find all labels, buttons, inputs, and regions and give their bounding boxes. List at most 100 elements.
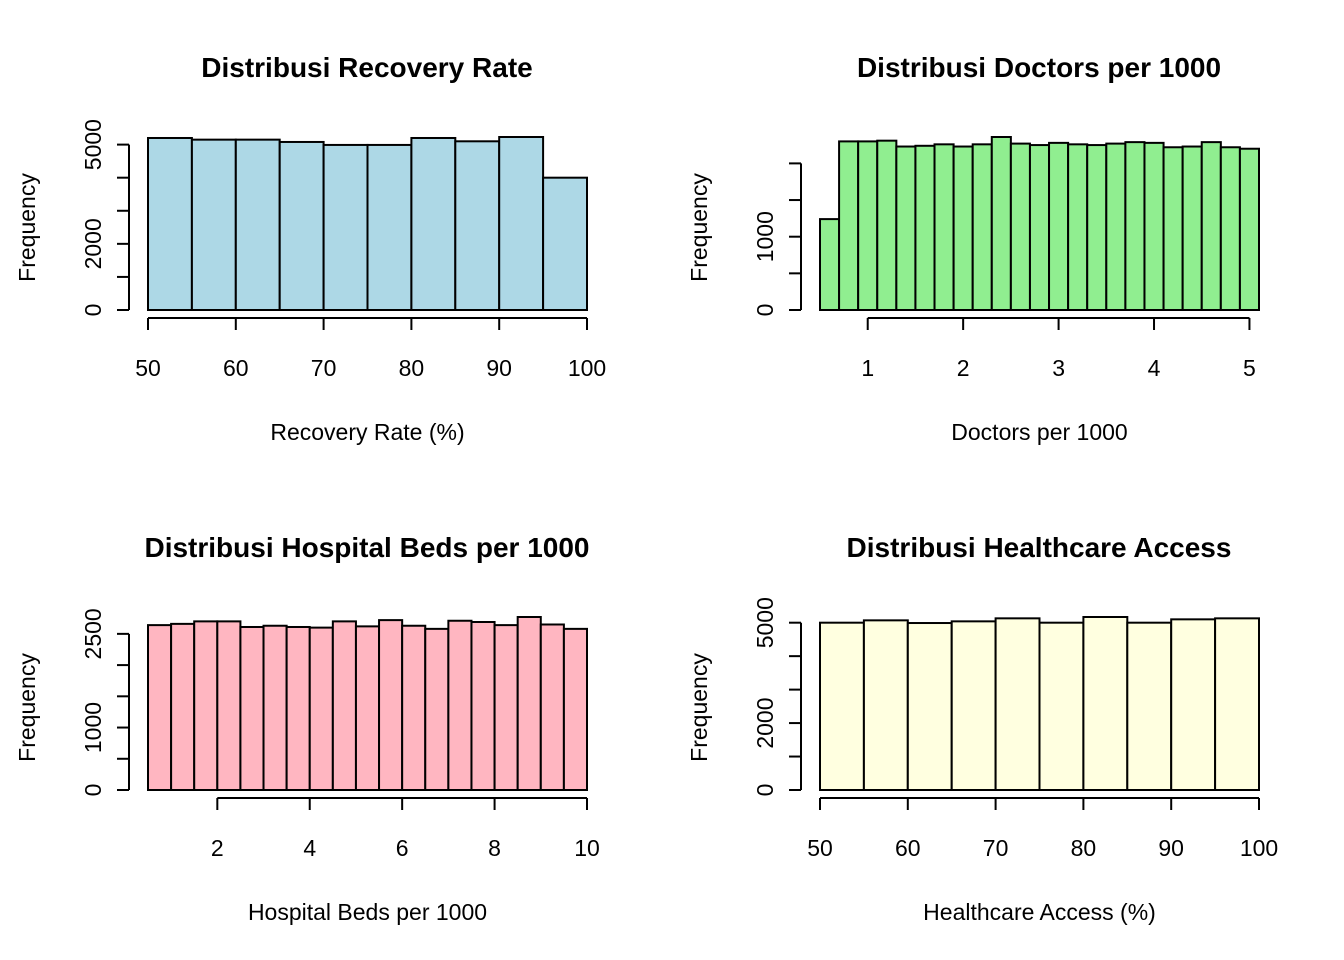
y-tick-label: 2000: [752, 697, 778, 748]
x-tick-label: 90: [486, 355, 512, 381]
histogram-bar: [262, 624, 288, 791]
histogram-bar: [838, 140, 860, 311]
histogram-bar: [906, 622, 953, 791]
histogram-bar: [193, 620, 219, 791]
histogram-bar: [539, 623, 565, 791]
histogram-bar: [1143, 141, 1165, 311]
histogram-bar: [147, 136, 193, 311]
x-tick-label: 8: [488, 835, 501, 861]
histogram-bar: [234, 138, 281, 311]
x-tick-label: 4: [1148, 355, 1161, 381]
histogram-bar: [285, 625, 311, 792]
histogram-bar: [516, 616, 542, 791]
histogram-bar: [170, 622, 196, 792]
histogram-bar: [862, 619, 909, 792]
y-tick-label: 2500: [80, 608, 106, 659]
y-tick-label: 0: [80, 784, 106, 797]
x-tick-label: 100: [1240, 835, 1278, 861]
histogram-bar: [493, 624, 519, 791]
histogram-bar: [1009, 142, 1031, 311]
histogram-bar: [895, 145, 917, 311]
x-tick-label: 5: [1243, 355, 1256, 381]
y-axis-label: Frequency: [14, 173, 40, 282]
histogram-bar: [331, 620, 357, 791]
y-tick-label: 0: [80, 304, 106, 317]
histogram-bar: [1126, 621, 1173, 792]
histogram-bar: [322, 143, 369, 311]
histogram-bar: [498, 136, 545, 311]
histogram-bar: [278, 140, 325, 311]
x-tick-label: 80: [1071, 835, 1097, 861]
histogram-bar: [366, 143, 413, 311]
y-tick-label: 1000: [752, 211, 778, 262]
histogram-bar: [454, 140, 501, 311]
chart-title: Distribusi Recovery Rate: [201, 52, 532, 83]
x-tick-label: 6: [396, 835, 409, 861]
chart-title: Distribusi Doctors per 1000: [857, 52, 1221, 83]
histogram-bar: [470, 620, 496, 792]
x-tick-label: 10: [574, 835, 600, 861]
x-tick-label: 50: [807, 835, 833, 861]
x-tick-label: 4: [303, 835, 316, 861]
histogram-bar: [952, 145, 974, 311]
histogram-bar: [542, 176, 588, 311]
y-axis-label: Frequency: [686, 173, 712, 282]
histogram-bar: [354, 625, 381, 791]
histogram-bar: [410, 136, 457, 311]
histogram-bar: [857, 140, 879, 311]
histogram-bar: [819, 621, 865, 792]
x-axis-label: Healthcare Access (%): [923, 899, 1156, 925]
x-tick-label: 80: [399, 355, 425, 381]
histogram-bar: [190, 138, 237, 311]
histogram-bar: [1219, 146, 1241, 311]
x-tick-label: 60: [895, 835, 921, 861]
histogram-bar: [1038, 621, 1085, 792]
y-tick-label: 5000: [752, 597, 778, 648]
histogram-bar: [216, 620, 242, 791]
histogram-bar: [950, 620, 997, 791]
histogram-bar: [994, 617, 1041, 792]
y-tick-label: 0: [752, 304, 778, 317]
x-tick-label: 50: [135, 355, 161, 381]
histogram-bar: [1028, 144, 1051, 311]
histogram-bar: [1067, 143, 1089, 311]
histogram-bar: [401, 624, 427, 791]
y-axis-label: Frequency: [14, 653, 40, 762]
x-tick-label: 70: [983, 835, 1009, 861]
histogram-bar: [933, 143, 955, 311]
histogram-bar: [914, 144, 936, 311]
histogram-panel-2: Distribusi Doctors per 1000 1 2 3 4 5 0 1000 Doc…: [686, 52, 1261, 445]
x-axis-label: Hospital Beds per 1000: [248, 899, 487, 925]
x-tick-label: 100: [568, 355, 606, 381]
histogram-bar: [378, 619, 404, 791]
histogram-bar: [308, 626, 334, 791]
x-tick-label: 2: [211, 835, 224, 861]
chart-title: Distribusi Healthcare Access: [847, 532, 1232, 563]
histogram-bar: [876, 139, 898, 311]
x-tick-label: 90: [1158, 835, 1184, 861]
histogram-bar: [990, 136, 1012, 311]
histogram-bar: [1181, 145, 1203, 311]
histogram-bar: [1105, 142, 1127, 311]
y-axis-label: Frequency: [686, 653, 712, 762]
y-tick-label: 1000: [80, 702, 106, 753]
y-tick-label: 0: [752, 784, 778, 797]
histogram-panel-4: Distribusi Healthcare Access 50 60 70 80 90 10…: [686, 532, 1278, 925]
x-tick-label: 1: [861, 355, 874, 381]
x-axis-label: Recovery Rate (%): [270, 419, 464, 445]
chart-title: Distribusi Hospital Beds per 1000: [144, 532, 589, 563]
histogram-bar: [447, 619, 473, 792]
x-tick-label: 3: [1052, 355, 1065, 381]
y-tick-label: 2000: [80, 218, 106, 269]
histogram-bar: [1048, 141, 1070, 311]
y-tick-label: 5000: [80, 119, 106, 170]
histogram-bar: [562, 627, 588, 792]
histogram-bar: [971, 143, 993, 311]
histogram-panel-1: Distribusi Recovery Rate 50 60 70 80 90 100 0 20…: [14, 52, 606, 445]
x-tick-label: 70: [311, 355, 337, 381]
histogram-bar: [1086, 144, 1108, 311]
x-tick-label: 60: [223, 355, 249, 381]
